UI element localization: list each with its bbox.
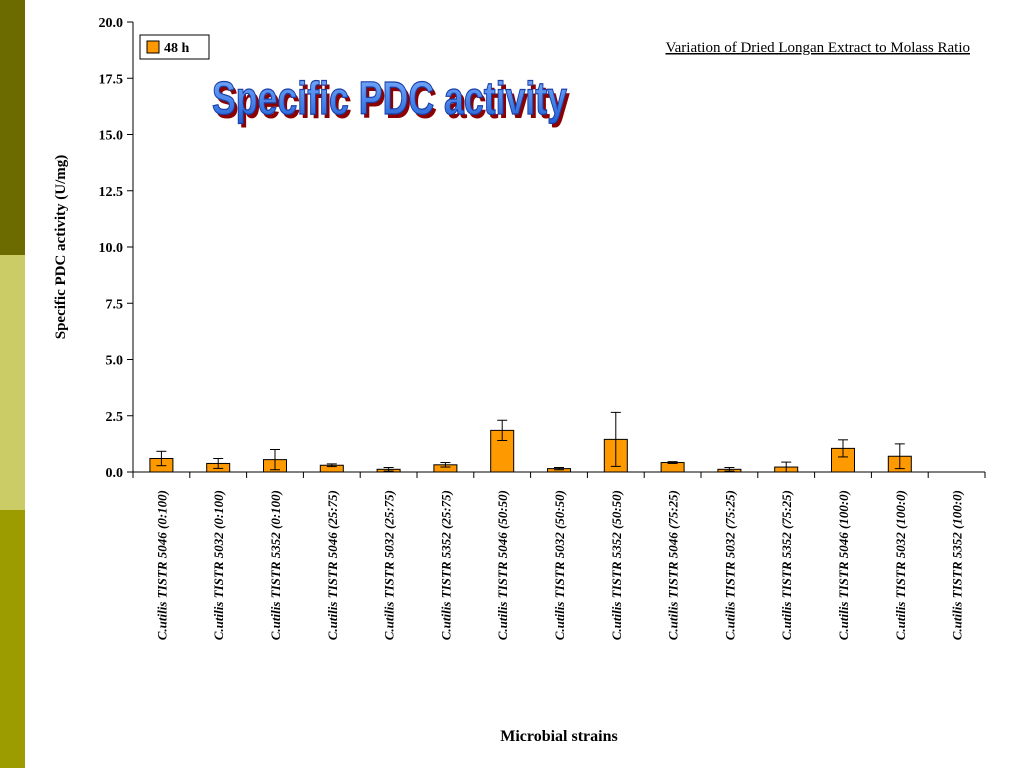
x-tick-label: C.utilis TISTR 5032 (25:75): [382, 490, 397, 640]
x-tick-label: C.utilis TISTR 5046 (25:75): [325, 490, 340, 640]
y-tick-label: 7.5: [106, 297, 124, 312]
x-tick-label: C.utilis TISTR 5032 (50:50): [552, 490, 567, 640]
x-tick-label: C.utilis TISTR 5352 (75:25): [779, 490, 794, 640]
x-tick-label: C.utilis TISTR 5352 (25:75): [438, 490, 453, 640]
x-tick-label: C.utilis TISTR 5046 (100:0): [836, 490, 851, 640]
chart-title: Specific PDC activity: [212, 72, 567, 124]
chart-title-shadow: Specific PDC activity: [215, 76, 570, 128]
x-tick-label: C.utilis TISTR 5046 (0:100): [154, 490, 169, 640]
legend-swatch: [146, 40, 160, 54]
y-ticks: 0.0 2.5 5.0 7.5 10.0 12.5 15.0 17.5 20.0: [99, 16, 133, 481]
stripe-dark: [0, 0, 25, 255]
y-tick-label: 10.0: [99, 241, 124, 256]
x-tick-labels: C.utilis TISTR 5046 (0:100) C.utilis TIST…: [154, 490, 964, 640]
x-axis-title: Microbial strains: [500, 728, 617, 745]
x-tick-label: C.utilis TISTR 5032 (100:0): [893, 490, 908, 640]
x-tick-label: C.utilis TISTR 5352 (50:50): [609, 490, 624, 640]
stripe-medium: [0, 510, 25, 768]
x-tick-label: C.utilis TISTR 5032 (75:25): [722, 490, 737, 640]
legend-box: [139, 34, 210, 60]
y-tick-label: 5.0: [106, 354, 124, 369]
bar: [660, 462, 685, 473]
y-tick-label: 2.5: [106, 410, 124, 425]
x-tick-label: C.utilis TISTR 5032 (0:100): [211, 490, 226, 640]
x-tick-label: C.utilis TISTR 5046 (50:50): [495, 490, 510, 640]
legend: 48 h: [139, 34, 210, 60]
x-tick-label: C.utilis TISTR 5046 (75:25): [666, 490, 681, 640]
y-tick-label: 12.5: [99, 185, 124, 200]
y-tick-label: 20.0: [99, 16, 124, 31]
y-tick-label: 17.5: [99, 72, 124, 87]
y-axis-title: Specific PDC activity (U/mg): [53, 155, 69, 340]
x-tick-label: C.utilis TISTR 5352 (100:0): [950, 490, 965, 640]
y-tick-label: 15.0: [99, 129, 124, 144]
y-tick-label: 0.0: [106, 466, 124, 481]
stripe-light: [0, 255, 25, 510]
legend-label: 48 h: [164, 41, 190, 56]
x-ticks: [132, 472, 986, 478]
left-decorative-stripe: [0, 0, 25, 768]
chart-subtitle: Variation of Dried Longan Extract to Mol…: [665, 40, 970, 56]
x-tick-label: C.utilis TISTR 5352 (0:100): [268, 490, 283, 640]
bars: [149, 411, 912, 473]
